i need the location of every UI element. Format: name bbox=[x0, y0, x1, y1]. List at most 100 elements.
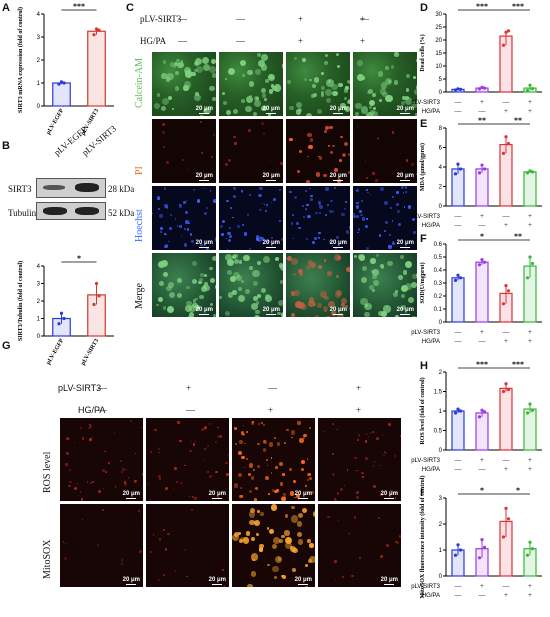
x-tick-label: pLV-SIRT3 bbox=[80, 108, 100, 137]
x-sign-hg: + bbox=[504, 107, 508, 115]
g-pLV-3: + bbox=[356, 383, 361, 393]
x-sign-hg: + bbox=[528, 591, 532, 599]
data-point bbox=[502, 152, 505, 155]
bar bbox=[476, 262, 488, 322]
data-point bbox=[57, 322, 60, 325]
data-point bbox=[483, 410, 486, 413]
x-sign-hg: — bbox=[454, 465, 463, 473]
sig-stars: *** bbox=[476, 2, 488, 11]
data-point bbox=[459, 548, 462, 551]
sig-stars: ** bbox=[514, 232, 522, 241]
bar bbox=[53, 83, 71, 106]
data-point bbox=[97, 294, 100, 297]
x-sign-hg: + bbox=[528, 107, 532, 115]
y-tick-label: 20 bbox=[435, 38, 442, 44]
x-sign-hg: + bbox=[504, 591, 508, 599]
data-point bbox=[504, 284, 507, 287]
data-point bbox=[478, 415, 481, 418]
x-group-label-hg: HG/PA bbox=[422, 467, 440, 473]
x-sign-plv: — bbox=[454, 328, 463, 336]
y-tick-label: 3 bbox=[37, 282, 41, 288]
data-point bbox=[526, 276, 529, 279]
x-sign-hg: — bbox=[454, 591, 463, 599]
data-point bbox=[502, 302, 505, 305]
sig-stars: *** bbox=[512, 2, 524, 11]
x-group-label-hg: HG/PA bbox=[422, 339, 440, 345]
data-point bbox=[478, 171, 481, 174]
x-sign-plv: + bbox=[528, 456, 532, 464]
x-sign-plv: + bbox=[480, 98, 484, 106]
y-tick-label: 0.4 bbox=[434, 268, 443, 274]
sig-stars: * bbox=[77, 254, 81, 263]
data-point bbox=[454, 279, 457, 282]
data-point bbox=[456, 407, 459, 410]
y-tick-label: 0 bbox=[439, 320, 443, 326]
x-group-label-hg: HG/PA bbox=[422, 593, 440, 599]
y-tick-label: 1 bbox=[37, 81, 41, 87]
x-sign-plv: — bbox=[454, 212, 463, 220]
x-sign-plv: + bbox=[528, 212, 532, 220]
x-sign-hg: + bbox=[504, 465, 508, 473]
data-point bbox=[57, 83, 60, 86]
data-point bbox=[459, 409, 462, 412]
data-point bbox=[454, 411, 457, 414]
x-sign-plv: — bbox=[502, 456, 511, 464]
y-tick-label: 1 bbox=[439, 548, 443, 554]
y-tick-label: 2 bbox=[37, 58, 41, 64]
y-tick-label: 2 bbox=[439, 185, 443, 191]
x-sign-hg: — bbox=[478, 591, 487, 599]
sig-stars: *** bbox=[476, 360, 488, 369]
bar bbox=[524, 172, 536, 206]
y-tick-label: 2 bbox=[439, 522, 443, 528]
y-tick-label: 4 bbox=[439, 165, 443, 171]
data-point bbox=[531, 547, 534, 550]
data-point bbox=[526, 171, 529, 174]
g-pLV-2: — bbox=[268, 383, 277, 393]
x-sign-hg: — bbox=[478, 465, 487, 473]
data-point bbox=[502, 44, 505, 47]
y-tick-label: 4 bbox=[37, 264, 41, 270]
data-point bbox=[528, 402, 531, 405]
y-tick-label: 0 bbox=[37, 334, 41, 340]
x-sign-plv: + bbox=[480, 212, 484, 220]
data-point bbox=[504, 382, 507, 385]
data-point bbox=[531, 409, 534, 412]
x-sign-plv: — bbox=[454, 456, 463, 464]
y-axis-label: Dead cells (%) bbox=[419, 34, 426, 71]
y-tick-label: 0.6 bbox=[434, 242, 443, 248]
y-axis-label: MitoSOX fluorescence intensity (fold of … bbox=[419, 476, 426, 599]
data-point bbox=[526, 411, 529, 414]
data-point bbox=[92, 303, 95, 306]
x-tick-label: pLV-EGFP bbox=[46, 108, 66, 136]
x-tick-label: pLV-EGFP bbox=[46, 338, 66, 366]
x-group-label-hg: HG/PA bbox=[422, 109, 440, 115]
x-sign-hg: — bbox=[454, 337, 463, 345]
g-hg-0: — bbox=[98, 405, 107, 415]
y-axis-label: SIRT3 mRNA expression (fold of control) bbox=[17, 7, 24, 113]
data-point bbox=[526, 89, 529, 92]
data-point bbox=[480, 163, 483, 166]
data-point bbox=[531, 87, 534, 90]
data-point bbox=[95, 282, 98, 285]
x-sign-hg: — bbox=[478, 221, 487, 229]
sig-stars: * bbox=[516, 486, 520, 495]
y-tick-label: 0.2 bbox=[434, 294, 443, 300]
y-tick-label: 1.5 bbox=[434, 390, 443, 396]
y-tick-label: 5 bbox=[439, 77, 443, 83]
data-point bbox=[456, 543, 459, 546]
y-tick-label: 4 bbox=[37, 12, 41, 18]
sig-stars: * bbox=[480, 486, 484, 495]
data-point bbox=[507, 289, 510, 292]
x-sign-hg: — bbox=[454, 107, 463, 115]
data-point bbox=[62, 81, 65, 84]
bar bbox=[476, 169, 488, 206]
g-hg-1: — bbox=[186, 405, 195, 415]
data-point bbox=[480, 538, 483, 541]
data-point bbox=[504, 507, 507, 510]
data-point bbox=[502, 535, 505, 538]
data-point bbox=[483, 546, 486, 549]
sig-stars: * bbox=[480, 232, 484, 241]
y-tick-label: 15 bbox=[435, 51, 442, 57]
y-tick-label: 2 bbox=[439, 370, 443, 376]
